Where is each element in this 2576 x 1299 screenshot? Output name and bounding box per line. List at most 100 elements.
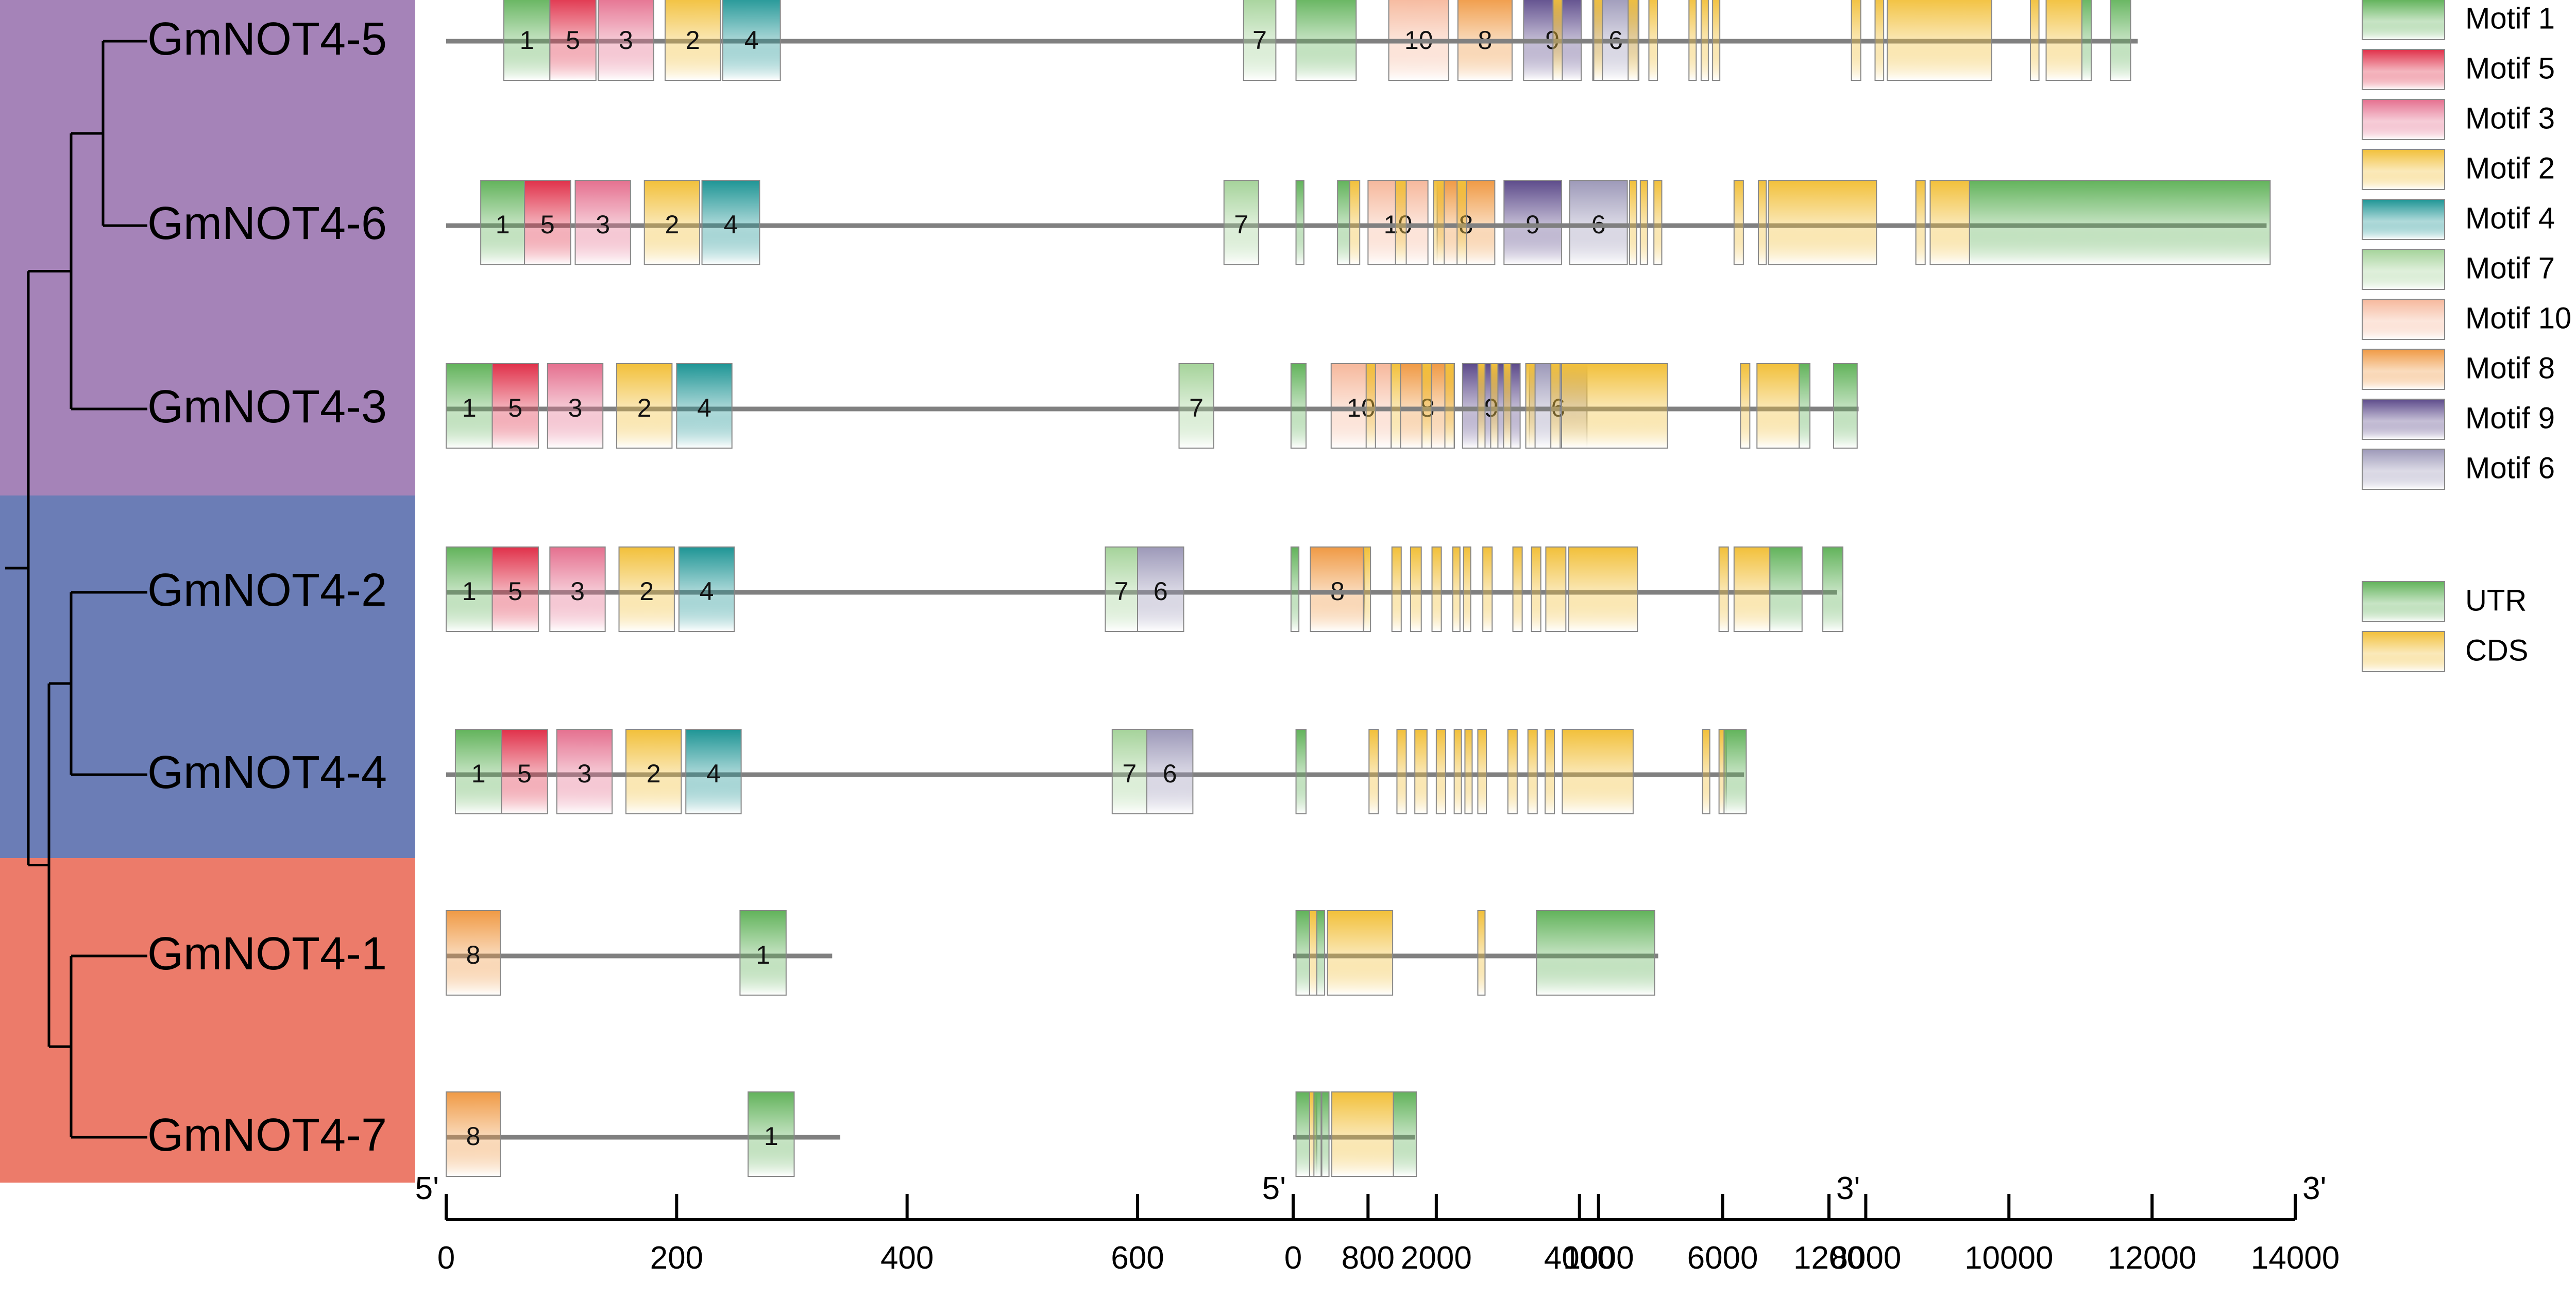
cds-block bbox=[1331, 1091, 1394, 1177]
legend-swatch bbox=[2362, 631, 2445, 672]
cds-block bbox=[1700, 0, 1709, 81]
clade-backgrounds bbox=[0, 0, 415, 1183]
motif-axis: 0 200 400 600 800 1000 1200 5' 3' bbox=[415, 1171, 1865, 1276]
cds-block bbox=[1545, 729, 1555, 814]
motif-box-5 bbox=[549, 0, 597, 81]
legend-label: Motif 3 bbox=[2465, 101, 2555, 135]
cds-block bbox=[1688, 0, 1697, 81]
cds-block bbox=[1527, 729, 1538, 814]
motif-row-gmnot4-3: 15324710896 bbox=[446, 363, 1611, 449]
cds-block bbox=[1391, 546, 1402, 632]
motif-box-10 bbox=[1330, 363, 1392, 449]
gene-row-gmnot4-7 bbox=[1293, 1091, 1417, 1177]
axis-tick-label: 400 bbox=[880, 1240, 934, 1276]
motif-box-7 bbox=[1178, 363, 1214, 449]
utr-block bbox=[1295, 729, 1307, 814]
cds-block bbox=[1435, 729, 1446, 814]
motif-box-2 bbox=[664, 0, 721, 81]
motif-label: 3 bbox=[570, 577, 585, 606]
motif-box-3 bbox=[556, 729, 613, 814]
cds-block bbox=[1414, 729, 1428, 814]
gene-row-gmnot4-5 bbox=[1293, 0, 2138, 81]
legend-item-motif-7: Motif 7 bbox=[2362, 249, 2555, 290]
legend-label: CDS bbox=[2465, 634, 2528, 667]
cds-block bbox=[1433, 180, 1445, 265]
legend-item-motif-6: Motif 6 bbox=[2362, 449, 2555, 490]
gene-row-gmnot4-3 bbox=[1290, 363, 1859, 449]
legend-label: Motif 7 bbox=[2465, 251, 2555, 285]
legend-label: Motif 1 bbox=[2465, 2, 2555, 35]
motif-box-7 bbox=[1223, 180, 1259, 265]
cds-block bbox=[1653, 180, 1663, 265]
legend-label: Motif 10 bbox=[2465, 301, 2571, 335]
cds-block bbox=[1482, 546, 1493, 632]
legend-item-motif-2: Motif 2 bbox=[2362, 149, 2555, 190]
cds-block bbox=[1477, 910, 1486, 996]
motif-box-5 bbox=[501, 729, 548, 814]
motif-box-4 bbox=[722, 0, 781, 81]
motif-label: 7 bbox=[1234, 210, 1248, 239]
motif-label: 7 bbox=[1122, 759, 1137, 788]
gene-row-gmnot4-4 bbox=[1293, 729, 1747, 814]
motif-label: 3 bbox=[577, 759, 591, 788]
motif-label: 3 bbox=[596, 210, 610, 239]
cds-block bbox=[1456, 180, 1467, 265]
utr-block bbox=[1313, 1091, 1322, 1177]
motif-label: 7 bbox=[1114, 577, 1129, 606]
cds-block bbox=[1550, 363, 1561, 449]
utr-block bbox=[1799, 363, 1811, 449]
cds-block bbox=[1512, 546, 1523, 632]
cds-block bbox=[1733, 180, 1744, 265]
motif-box-6 bbox=[1569, 180, 1628, 265]
clade-band-red bbox=[0, 858, 415, 1183]
motif-box-4 bbox=[678, 546, 735, 632]
legend-label: UTR bbox=[2465, 584, 2527, 617]
motif-box-2 bbox=[643, 180, 701, 265]
utr-block bbox=[1295, 180, 1304, 265]
gene-label-gmnot4-1: GmNOT4-1 bbox=[147, 928, 387, 980]
utr-block bbox=[1295, 1091, 1310, 1177]
utr-block bbox=[1769, 546, 1803, 632]
cds-block bbox=[1327, 910, 1394, 996]
cds-block bbox=[1915, 180, 1926, 265]
motif-label: 5 bbox=[517, 759, 532, 788]
legend-swatch bbox=[2362, 49, 2445, 90]
motif-box-4 bbox=[685, 729, 742, 814]
gene-label-gmnot4-7: GmNOT4-7 bbox=[147, 1109, 387, 1161]
utr-block bbox=[1337, 180, 1350, 265]
cds-block bbox=[1363, 546, 1371, 632]
legend: Motif 1 Motif 5 Motif 3 Motif 2 Motif 4 Motif… bbox=[2362, 0, 2571, 672]
axis-end-label: 3' bbox=[1836, 1171, 1860, 1206]
axis-tick-label: 4000 bbox=[1544, 1240, 1615, 1276]
cds-block bbox=[1562, 729, 1634, 814]
axis-tick-label: 8000 bbox=[1830, 1240, 1901, 1276]
motif-box-5 bbox=[524, 180, 571, 265]
legend-label: Motif 6 bbox=[2465, 451, 2555, 485]
motif-label: 6 bbox=[1154, 577, 1168, 606]
cds-block bbox=[1396, 729, 1407, 814]
axis-tick-label: 12000 bbox=[2108, 1240, 2196, 1276]
legend-label: Motif 2 bbox=[2465, 151, 2555, 185]
axis-tick-label: 600 bbox=[1111, 1240, 1164, 1276]
utr-block bbox=[1723, 729, 1747, 814]
cds-block bbox=[1421, 363, 1432, 449]
legend-swatch bbox=[2362, 581, 2445, 622]
cds-block bbox=[1639, 180, 1648, 265]
motif-box-1 bbox=[503, 0, 551, 81]
cds-block bbox=[1463, 546, 1471, 632]
axis-tick-label: 10000 bbox=[1964, 1240, 2053, 1276]
motif-label: 1 bbox=[764, 1122, 778, 1151]
utr-block bbox=[1969, 180, 2271, 265]
legend-item-motif-8: Motif 8 bbox=[2362, 349, 2555, 390]
axis-tick-label: 1200 bbox=[1793, 1240, 1865, 1276]
cds-block bbox=[1733, 546, 1771, 632]
utr-block bbox=[2081, 0, 2092, 81]
gene-row-gmnot4-6 bbox=[1293, 180, 2271, 265]
cds-block bbox=[1929, 180, 1970, 265]
gene-structure-panel bbox=[1290, 0, 2271, 1177]
phylogenetic-tree bbox=[5, 40, 147, 1139]
motif-label: 7 bbox=[1252, 26, 1267, 55]
gene-label-gmnot4-2: GmNOT4-2 bbox=[147, 565, 387, 616]
cds-block bbox=[1887, 0, 1992, 81]
